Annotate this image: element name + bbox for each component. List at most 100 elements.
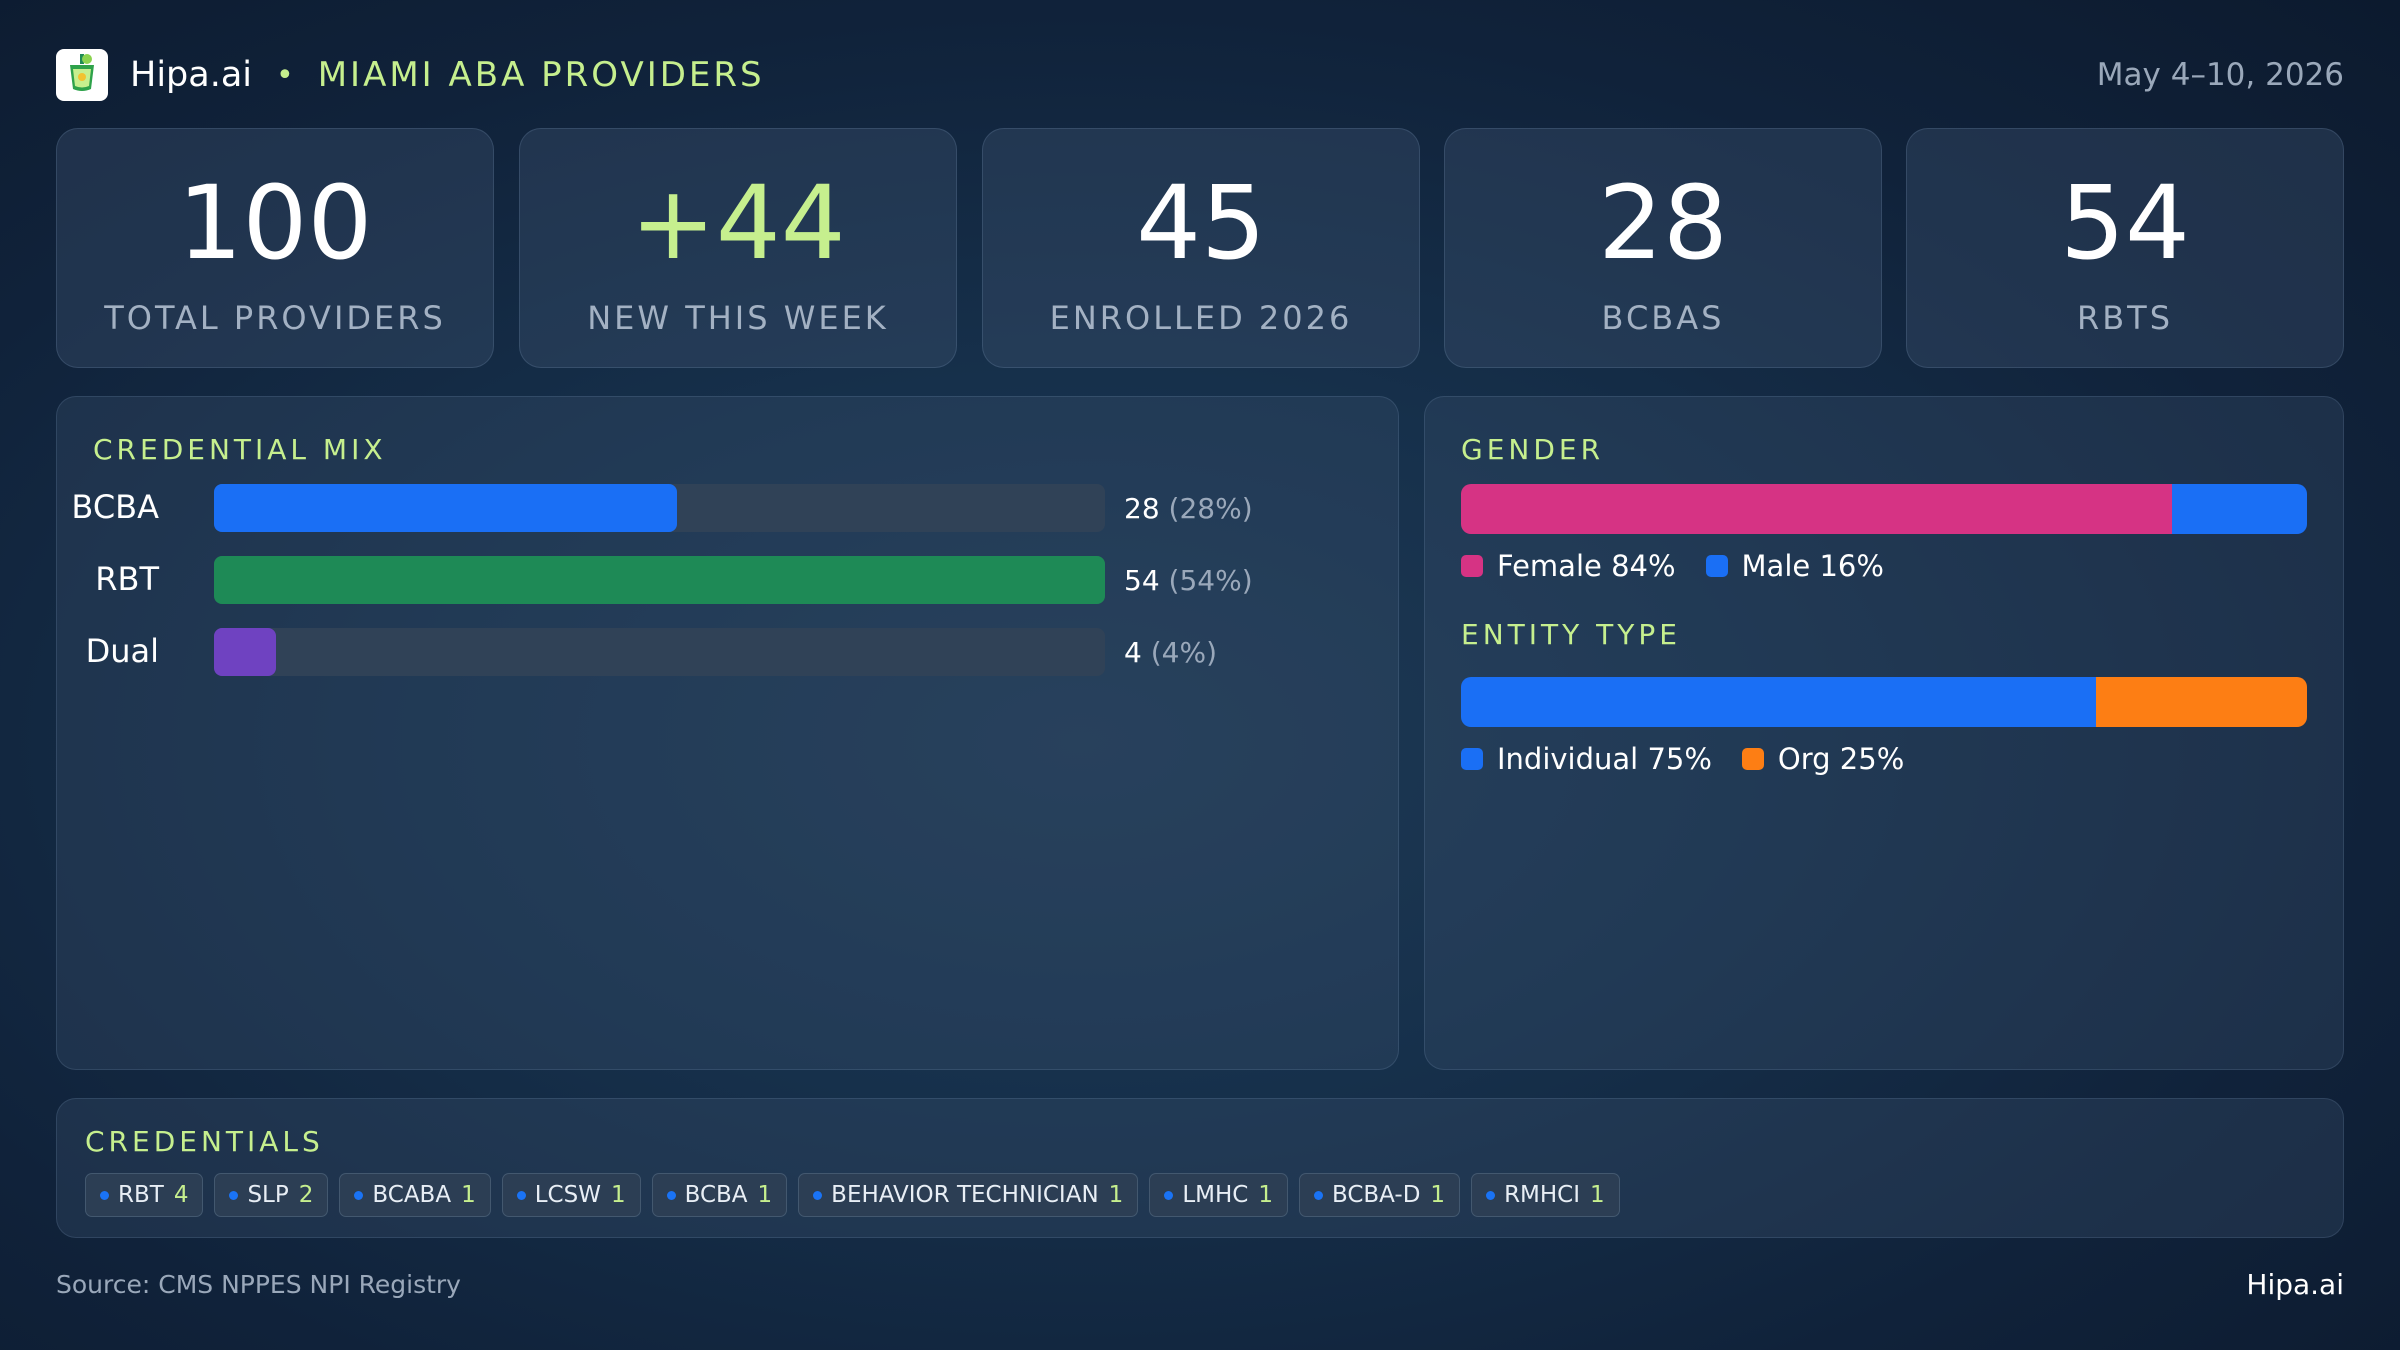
bar-label: RBT [95, 560, 159, 598]
bar-fill-dual [214, 628, 277, 676]
legend-item-female: Female 84% [1461, 549, 1676, 583]
bar-count: 54 [1124, 564, 1160, 597]
credential-chip[interactable]: SLP 2 [214, 1173, 329, 1217]
bar-count: 4 [1124, 636, 1142, 669]
date-range: May 4–10, 2026 [2096, 57, 2344, 93]
legend-label: Individual 75% [1497, 742, 1712, 776]
credential-mix-panel: CREDENTIAL MIX BCBA 28 (28%) RBT 54 (54%… [56, 396, 1399, 1070]
stat-value: 28 [1598, 164, 1728, 283]
bar-value: 4 (4%) [1124, 636, 1217, 669]
legend-swatch [1461, 748, 1483, 770]
stat-label: RBTS [2076, 299, 2174, 337]
stat-card-new-this-week: +44 NEW THIS WEEK [519, 128, 957, 368]
chip-name: RMHCI [1504, 1182, 1581, 1208]
credential-chips: RBT 4 SLP 2 BCABA 1 LCSW 1 BCBA 1 BEHAVIOR TE… [85, 1173, 1631, 1217]
credential-chip[interactable]: RBT 4 [85, 1173, 204, 1217]
stat-card-total-providers: 100 TOTAL PROVIDERS [56, 128, 494, 368]
bar-track [214, 484, 1105, 532]
credential-chip[interactable]: BCABA 1 [339, 1173, 491, 1217]
entity-segment-org [2095, 677, 2307, 727]
credential-chip[interactable]: LCSW 1 [501, 1173, 641, 1217]
stat-label: BCBAS [1601, 299, 1725, 337]
legend-item-org: Org 25% [1741, 742, 1905, 776]
stat-card-rbts: 54 RBTS [1906, 128, 2344, 368]
chip-name: BCBA [684, 1182, 748, 1208]
legend-item-male: Male 16% [1705, 549, 1884, 583]
chip-name: LCSW [534, 1182, 601, 1208]
stat-label: NEW THIS WEEK [587, 299, 889, 337]
chip-name: SLP [247, 1182, 289, 1208]
chip-count: 1 [757, 1182, 773, 1208]
bullet-dot-icon [229, 1190, 239, 1200]
bullet-dot-icon [516, 1190, 526, 1200]
stat-card-bcbas: 28 BCBAS [1444, 128, 1882, 368]
gender-segment-male [2171, 484, 2307, 534]
gender-stacked-bar [1461, 484, 2307, 534]
bar-percent: (28%) [1168, 492, 1253, 525]
stat-value: 54 [2060, 164, 2190, 283]
stat-label: ENROLLED 2026 [1049, 299, 1353, 337]
legend-label: Org 25% [1777, 742, 1905, 776]
bar-value: 28 (28%) [1124, 492, 1253, 525]
credentials-title: CREDENTIALS [85, 1125, 324, 1158]
stat-value: 45 [1136, 164, 1266, 283]
bullet-dot-icon [100, 1190, 109, 1200]
gender-segment-female [1461, 484, 2172, 534]
chip-count: 1 [610, 1182, 626, 1208]
chip-count: 1 [461, 1182, 476, 1208]
credential-chip[interactable]: BCBA-D 1 [1298, 1173, 1461, 1217]
legend-swatch [1741, 748, 1764, 770]
chip-name: LMHC [1182, 1182, 1249, 1208]
credential-bar-row: BCBA 28 (28%) [57, 484, 1357, 534]
chip-name: BEHAVIOR TECHNICIAN [831, 1182, 1099, 1208]
chip-count: 1 [1590, 1182, 1605, 1208]
chip-name: RBT [118, 1182, 164, 1208]
credential-chip[interactable]: RMHCI 1 [1471, 1173, 1620, 1217]
logo [56, 49, 108, 101]
bullet-dot-icon [354, 1190, 364, 1200]
header: Hipa.ai • MIAMI ABA PROVIDERS May 4–10, … [56, 48, 2344, 102]
credential-chip[interactable]: LMHC 1 [1149, 1173, 1288, 1217]
legend-swatch [1705, 555, 1728, 577]
bullet-dot-icon [813, 1190, 823, 1200]
chip-count: 4 [173, 1182, 189, 1208]
bullet-dot-icon [1313, 1190, 1323, 1200]
stat-card-enrolled-2026: 45 ENROLLED 2026 [982, 128, 1420, 368]
gender-title: GENDER [1461, 433, 1605, 466]
source-note: Source: CMS NPPES NPI Registry [56, 1270, 461, 1299]
bar-percent: (54%) [1168, 564, 1253, 597]
legend-label: Female 84% [1497, 549, 1676, 583]
chip-name: BCABA [372, 1182, 452, 1208]
credential-chip[interactable]: BCBA 1 [651, 1173, 788, 1217]
footer-brand: Hipa.ai [2246, 1268, 2344, 1301]
bar-track [214, 556, 1105, 604]
entity-type-stacked-bar [1461, 677, 2307, 727]
credential-mix-title: CREDENTIAL MIX [93, 433, 387, 466]
bar-percent: (4%) [1150, 636, 1218, 669]
chip-name: BCBA-D [1331, 1182, 1421, 1208]
bar-fill-rbt [214, 556, 1105, 604]
bullet-dot-icon [1164, 1190, 1174, 1200]
credential-bar-row: RBT 54 (54%) [57, 556, 1357, 606]
chip-count: 1 [1108, 1182, 1124, 1208]
demographics-panel: GENDER Female 84% Male 16% ENTITY TYPE I… [1424, 396, 2344, 1070]
chip-count: 2 [298, 1182, 314, 1208]
legend-label: Male 16% [1741, 549, 1884, 583]
bar-fill-bcba [214, 484, 678, 532]
entity-segment-individual [1461, 677, 2096, 727]
entity-type-title: ENTITY TYPE [1461, 618, 1681, 651]
chip-count: 1 [1258, 1182, 1273, 1208]
bullet-dot-icon [666, 1190, 676, 1200]
bullet-dot-icon [1486, 1190, 1496, 1200]
stat-label: TOTAL PROVIDERS [104, 299, 446, 337]
legend-item-individual: Individual 75% [1461, 742, 1712, 776]
credential-chip[interactable]: BEHAVIOR TECHNICIAN 1 [798, 1173, 1139, 1217]
credential-bar-row: Dual 4 (4%) [57, 628, 1357, 678]
brand-name: Hipa.ai [130, 55, 253, 95]
bar-count: 28 [1124, 492, 1160, 525]
bar-label: Dual [85, 632, 159, 670]
bar-value: 54 (54%) [1124, 564, 1253, 597]
stat-value: +44 [630, 164, 846, 283]
cocktail-cup-icon [65, 53, 99, 97]
gender-legend: Female 84% Male 16% [1461, 549, 1914, 583]
